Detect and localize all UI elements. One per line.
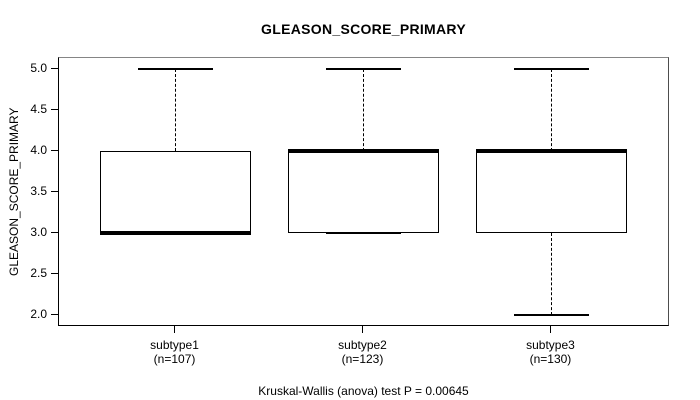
whisker-cap-upper [325, 68, 402, 71]
y-axis-tick [51, 272, 58, 274]
y-axis-tick-label: 3.5 [30, 184, 47, 199]
whisker-cap-lower [513, 314, 590, 317]
x-axis-group-n: (n=107) [153, 352, 196, 366]
whisker-lower [550, 233, 552, 316]
y-axis-tick [51, 190, 58, 192]
y-axis-tick [51, 108, 58, 110]
x-axis-group-name: subtype1 [150, 338, 199, 352]
plot-area [58, 57, 669, 326]
median-line [476, 149, 627, 154]
whisker-upper [363, 69, 364, 152]
whisker-upper [175, 69, 177, 152]
whisker-upper [550, 69, 552, 152]
x-axis-tick [549, 326, 551, 333]
box [476, 151, 627, 234]
y-axis-tick [51, 231, 58, 233]
chart-title: GLEASON_SCORE_PRIMARY [261, 21, 466, 37]
x-axis-group-label: subtype2 (n=123) [303, 338, 423, 366]
whisker-cap-lower [325, 232, 402, 235]
y-axis-tick-label: 4.5 [30, 102, 47, 117]
x-axis-group-n: (n=130) [529, 352, 572, 366]
y-axis-tick [51, 67, 58, 69]
y-axis-tick-label: 2.0 [30, 307, 47, 322]
y-axis-tick-label: 3.0 [30, 225, 47, 240]
y-axis-tick [51, 149, 58, 151]
x-axis-group-label: subtype1 (n=107) [115, 338, 235, 366]
box [288, 151, 439, 234]
median-line [100, 231, 251, 236]
x-axis-group-name: subtype3 [526, 338, 575, 352]
box [100, 151, 251, 234]
y-axis-tick [51, 313, 58, 315]
stat-test-annotation: Kruskal-Wallis (anova) test P = 0.00645 [258, 384, 469, 398]
y-axis-tick-label: 4.0 [30, 143, 47, 158]
x-axis-group-n: (n=123) [341, 352, 384, 366]
median-line [288, 149, 439, 154]
x-axis-group-name: subtype2 [338, 338, 387, 352]
y-axis-tick-label: 2.5 [30, 266, 47, 281]
whisker-cap-upper [137, 68, 214, 71]
y-axis-tick-label: 5.0 [30, 61, 47, 76]
whisker-cap-upper [513, 68, 590, 71]
x-axis-tick [174, 326, 176, 333]
x-axis-group-label: subtype3 (n=130) [490, 338, 610, 366]
x-axis-tick [362, 326, 363, 333]
